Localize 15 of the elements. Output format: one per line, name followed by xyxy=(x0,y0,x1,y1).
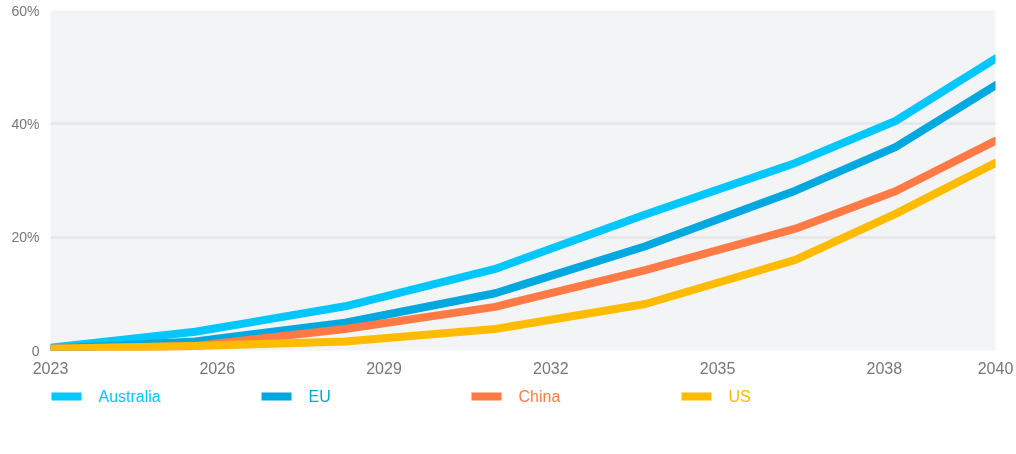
x-tick-label: 2029 xyxy=(366,359,402,377)
legend-label: China xyxy=(518,388,561,405)
x-tick-label: 2026 xyxy=(199,359,236,377)
y-tick-label: 60% xyxy=(11,2,40,19)
y-tick-label: 0 xyxy=(31,342,40,359)
y-tick-label: 20% xyxy=(11,229,40,246)
x-tick-label: 2035 xyxy=(699,359,736,377)
x-tick-label: 2032 xyxy=(533,359,569,377)
x-tick-label: 2040 xyxy=(977,359,1014,377)
legend-label: US xyxy=(728,388,751,405)
x-tick-label: 2023 xyxy=(32,359,69,377)
legend-label: EU xyxy=(308,388,331,405)
legend-label: Australia xyxy=(98,388,161,405)
x-tick-label: 2038 xyxy=(866,359,903,377)
y-tick-label: 40% xyxy=(11,115,40,132)
